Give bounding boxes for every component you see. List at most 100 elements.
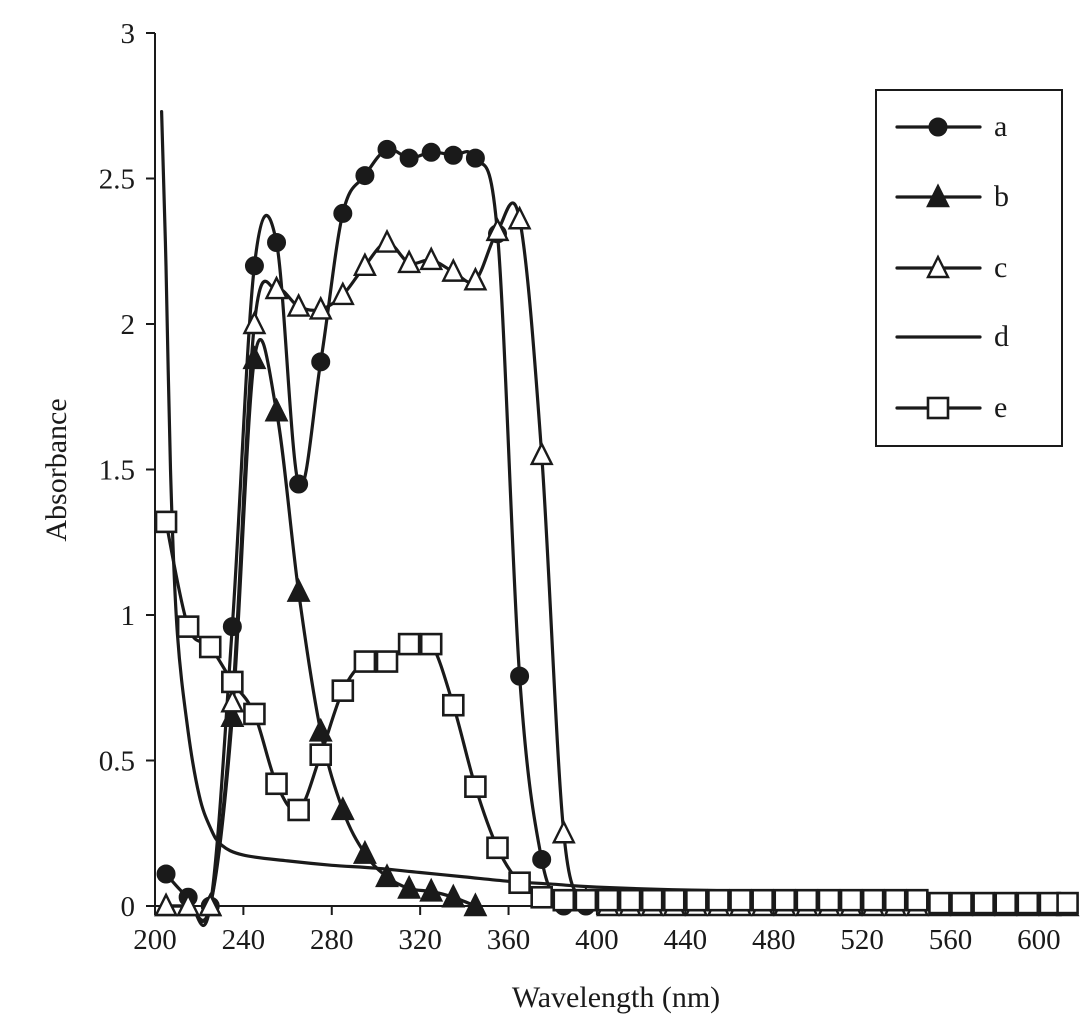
legend-label: d: [994, 320, 1009, 353]
x-tick-label: 320: [398, 924, 442, 956]
series-c-point: [463, 266, 488, 291]
series-e-point: [596, 888, 620, 912]
legend-label: c: [994, 251, 1007, 284]
x-tick-label: 360: [487, 924, 531, 956]
x-tick-label: 400: [575, 924, 619, 956]
series-e-point: [906, 888, 929, 912]
series-c-point: [330, 281, 355, 306]
series-a-point: [465, 148, 485, 168]
y-tick-label: 2.5: [99, 164, 135, 196]
y-tick-label: 0.5: [99, 746, 135, 778]
series-e-point: [265, 772, 288, 796]
y-tick-label: 0: [121, 891, 136, 923]
series-e-point: [486, 836, 509, 860]
series-a-point: [289, 474, 309, 494]
series-e-point: [243, 702, 266, 726]
series-layer: [154, 110, 1080, 927]
series-a-point: [267, 233, 287, 253]
series-c-point: [220, 688, 245, 713]
series-e-point: [1016, 891, 1040, 915]
series-c-point: [176, 892, 201, 917]
x-axis-title: Wavelength (nm): [512, 981, 720, 1014]
series-e-point: [950, 891, 973, 915]
series-e-point: [618, 888, 642, 912]
series-e-point: [928, 891, 951, 915]
x-tick-label: 440: [664, 924, 708, 956]
series-e-point: [353, 650, 377, 673]
series-b-point: [286, 578, 311, 602]
series-e-point: [883, 888, 907, 912]
series-e: [154, 510, 1079, 915]
series-e-point: [154, 510, 178, 534]
series-b-point: [264, 397, 289, 422]
series-e-point: [508, 871, 531, 895]
series-b-point: [397, 874, 422, 899]
series-e-point: [751, 888, 774, 912]
x-tick-label: 560: [929, 924, 973, 956]
series-e-point: [662, 888, 686, 912]
series-b-point: [375, 863, 399, 888]
series-c-point: [198, 892, 223, 917]
series-c-point: [352, 252, 377, 276]
series-e-point: [773, 888, 797, 912]
series-a-point: [532, 849, 552, 869]
series-e-point: [707, 888, 730, 912]
series-c-point: [375, 228, 399, 253]
y-axis-title: Absorbance: [40, 398, 73, 541]
legend-item-b: b: [895, 180, 1009, 213]
x-tick-label: 520: [840, 924, 884, 956]
legend-label: a: [994, 110, 1007, 143]
series-c-point: [397, 249, 422, 274]
series-a-point: [421, 142, 441, 162]
series-e-point: [397, 632, 421, 656]
y-tick-label: 3: [121, 18, 136, 50]
series-b-point: [419, 877, 444, 902]
series-b-point: [330, 796, 355, 821]
series-e-point: [1056, 891, 1079, 915]
x-tick-label: 280: [310, 924, 354, 956]
series-e-point: [795, 888, 819, 912]
legend-item-a: a: [895, 110, 1007, 143]
legend: a b c d e: [875, 89, 1063, 447]
series-e-point: [994, 891, 1018, 915]
series-e-line: [164, 520, 1070, 905]
series-a-point: [156, 864, 176, 884]
legend-marker: [928, 117, 948, 137]
y-tick-label: 1.5: [99, 455, 135, 487]
series-e-point: [464, 775, 487, 798]
series-e-point: [574, 888, 598, 912]
series-e-point: [839, 888, 863, 912]
series-c-point: [264, 275, 289, 300]
series-a-point: [244, 256, 264, 276]
series-a-point: [510, 666, 530, 686]
x-tick-label: 200: [133, 924, 177, 956]
y-tick-label: 2: [121, 309, 136, 341]
series-b-point: [242, 345, 267, 370]
series-e-point: [552, 888, 576, 912]
series-e-point: [685, 888, 708, 912]
series-c-point: [242, 310, 267, 335]
series-a-point: [333, 203, 353, 223]
series-e-point: [221, 670, 244, 694]
series-c-point: [485, 217, 510, 242]
legend-item-c: c: [895, 251, 1007, 284]
series-e-point: [861, 888, 885, 912]
legend-item-e: e: [895, 391, 1007, 424]
series-e-point: [198, 635, 222, 659]
series-e-point: [817, 888, 841, 912]
series-b-point: [352, 839, 377, 864]
series-a-point: [311, 352, 331, 372]
series-e-point: [375, 650, 399, 673]
series-c-point: [507, 205, 532, 230]
legend-items: a b c d e: [895, 110, 1009, 424]
series-b: [154, 338, 488, 922]
legend-marker: [926, 254, 950, 279]
series-e-point: [176, 615, 200, 638]
series-b-point: [463, 892, 488, 917]
series-e-point: [419, 632, 443, 656]
y-tick-label: 1: [121, 600, 136, 632]
series-c-point: [529, 441, 554, 466]
legend-marker: [926, 183, 950, 208]
series-a-point: [377, 139, 397, 159]
